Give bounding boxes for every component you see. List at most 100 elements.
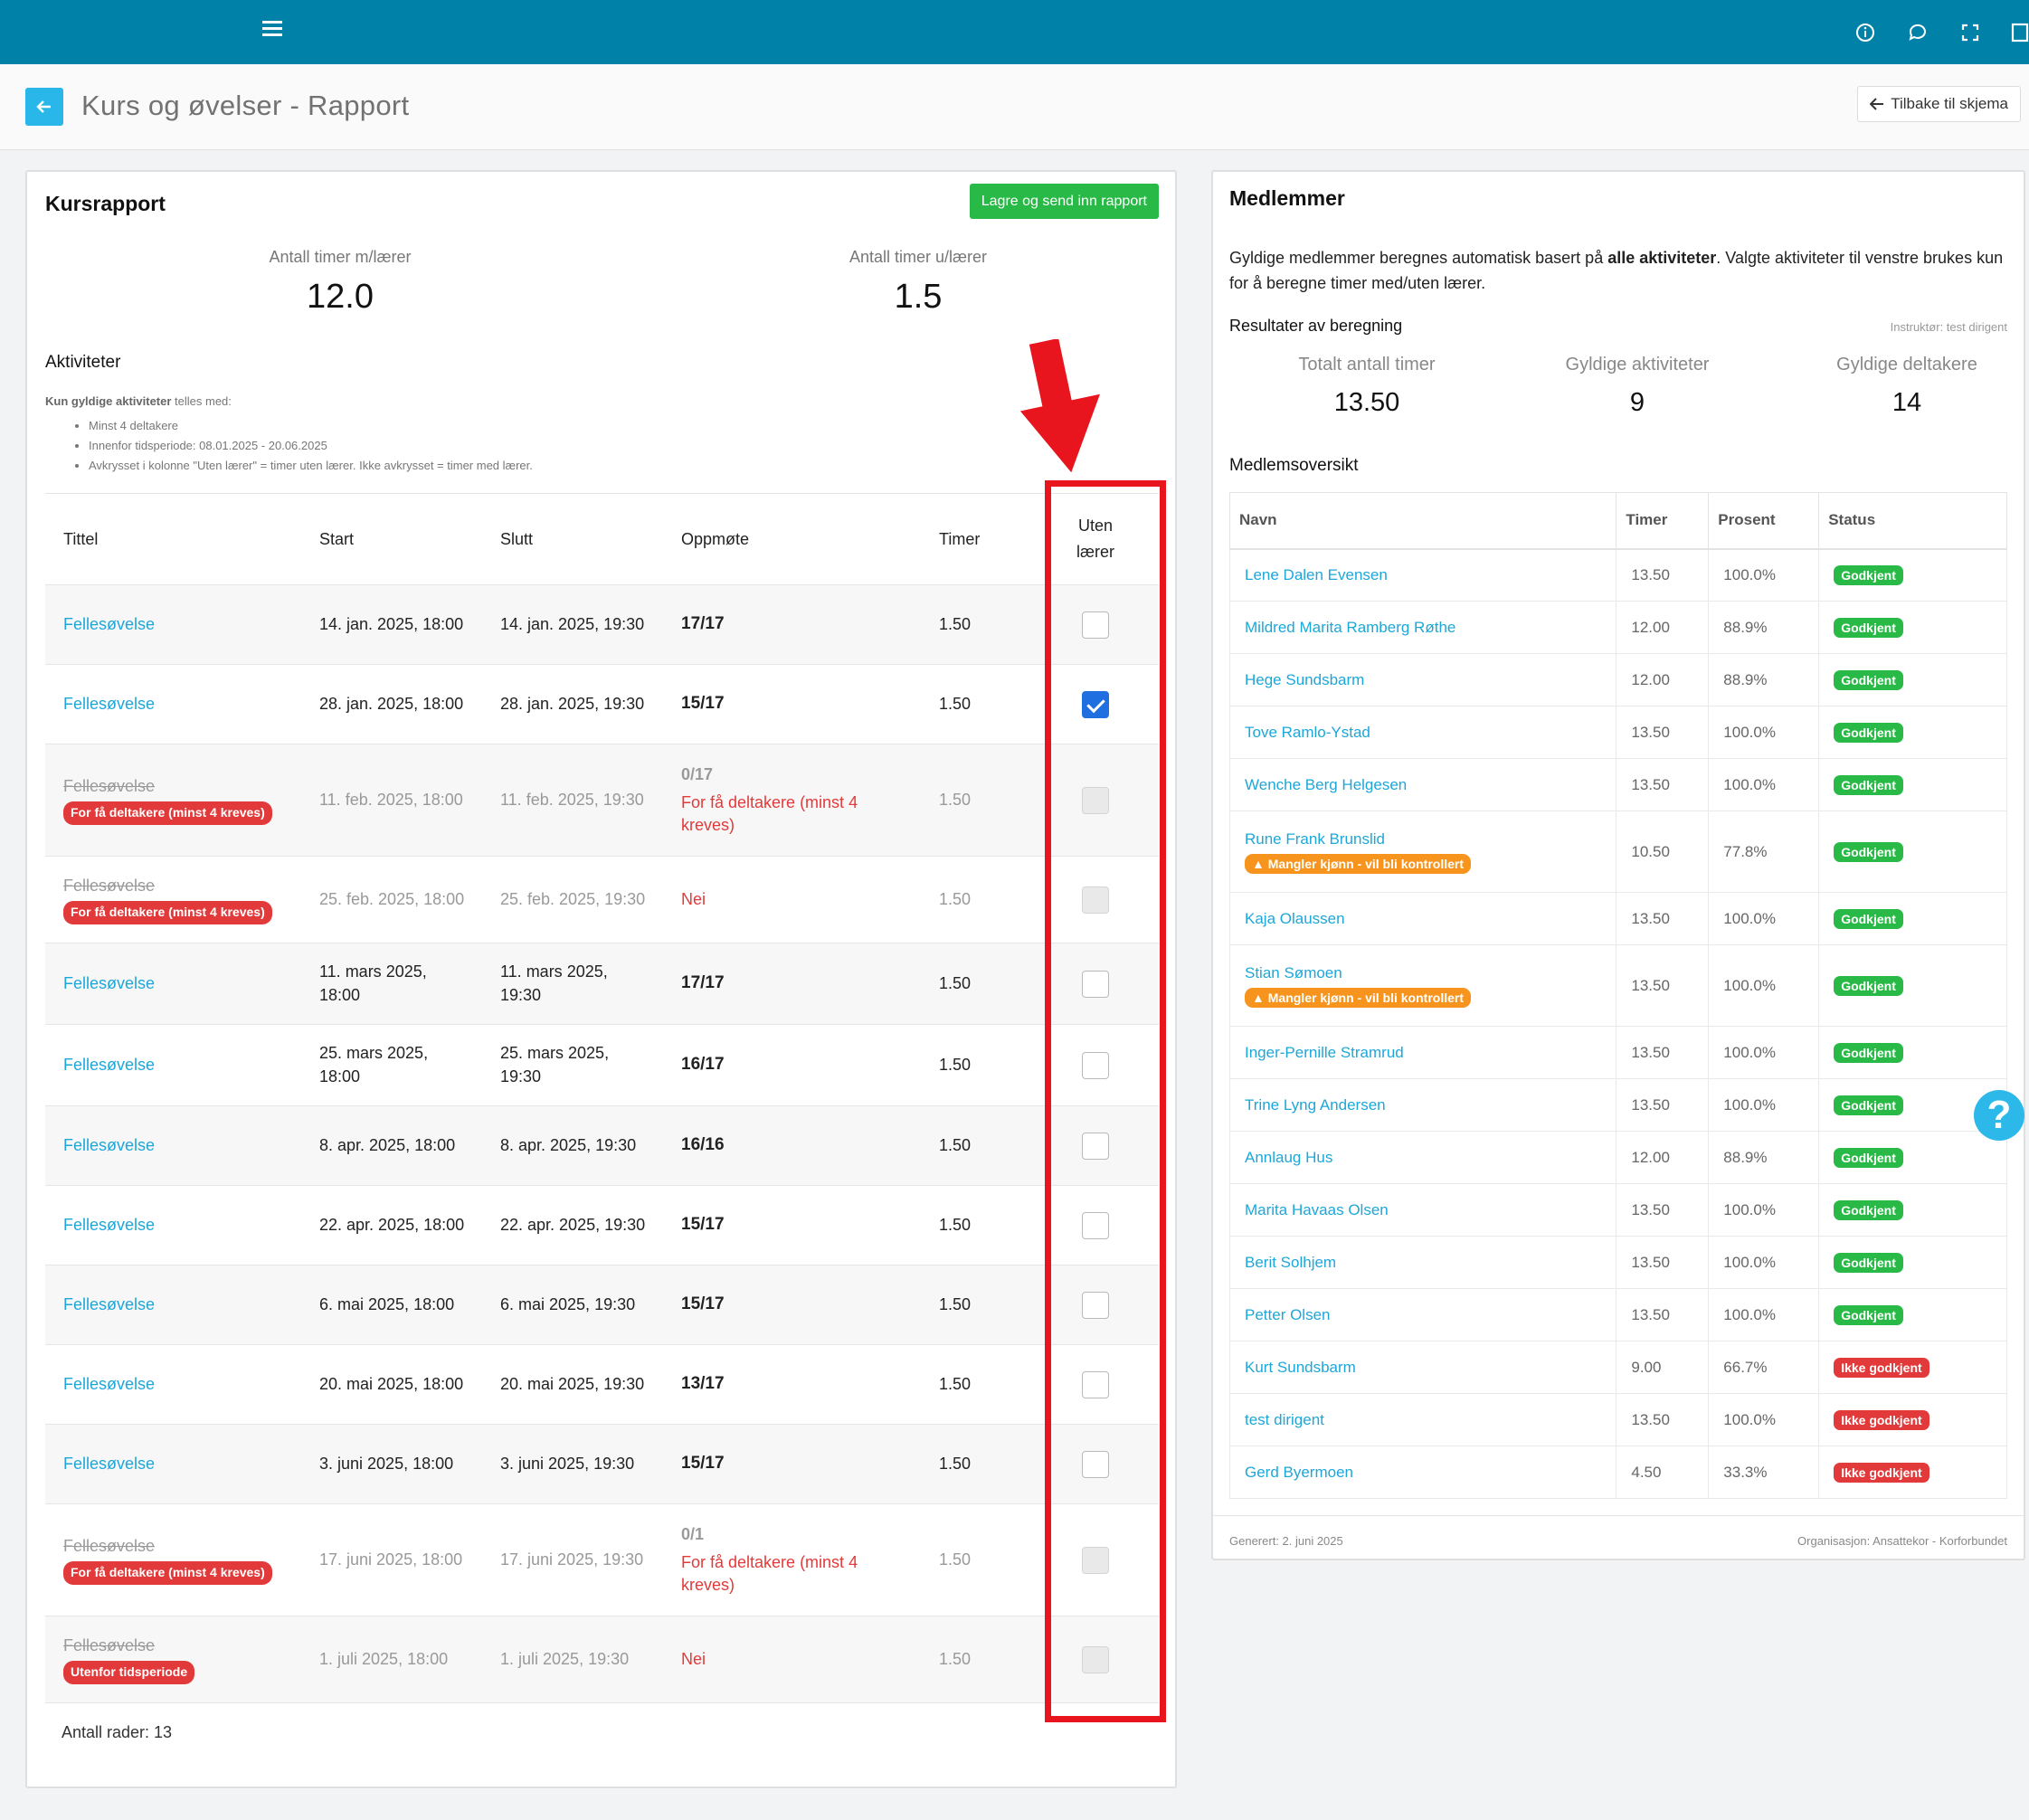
- panel-icon[interactable]: [2010, 22, 2029, 43]
- attendance-value: 15/17: [681, 694, 725, 714]
- no-teacher-checkbox[interactable]: [1082, 970, 1109, 998]
- col-title[interactable]: Tittel: [45, 493, 301, 585]
- start-date: 25. mars 2025, 18:00: [319, 1044, 429, 1085]
- no-teacher-cell: [1032, 856, 1159, 943]
- member-name-cell[interactable]: Lene Dalen Evensen: [1228, 548, 1617, 602]
- col-hours[interactable]: Timer: [1616, 492, 1710, 550]
- member-percent: 33.3%: [1708, 1446, 1820, 1499]
- activity-title-cell[interactable]: Fellesøvelse: [45, 1105, 301, 1186]
- member-name-cell[interactable]: Marita Havaas Olsen: [1228, 1183, 1617, 1237]
- activity-row: Fellesøvelse 6. mai 2025, 18:00 6. mai 202…: [45, 1265, 1159, 1345]
- back-button[interactable]: [25, 88, 63, 126]
- activity-row: Fellesøvelse 25. mars 2025, 18:00 25. mars…: [45, 1024, 1159, 1106]
- col-status[interactable]: Status: [1818, 492, 2007, 550]
- stat-label: Totalt antall timer: [1298, 355, 1436, 374]
- member-hours: 13.50: [1616, 1288, 1710, 1341]
- chat-icon[interactable]: [1907, 22, 1929, 43]
- status-badge: Godkjent: [1834, 975, 1903, 996]
- member-percent: 100.0%: [1708, 1393, 1820, 1446]
- member-row: test dirigent 13.50 100.0% Ikke godkjent: [1228, 1393, 2007, 1446]
- attendance-value: 0/1: [681, 1524, 705, 1543]
- start-date: 20. mai 2025, 18:00: [319, 1374, 464, 1393]
- back-to-form-label: Tilbake til skjema: [1891, 95, 2008, 112]
- activity-row: Fellesøvelse 20. mai 2025, 18:00 20. mai 2…: [45, 1344, 1159, 1425]
- member-name-cell[interactable]: Hege Sundsbarm: [1228, 653, 1617, 706]
- activity-title-cell[interactable]: Fellesøvelse: [45, 1344, 301, 1425]
- no-teacher-checkbox[interactable]: [1082, 690, 1109, 718]
- no-teacher-cell: [1032, 1424, 1159, 1504]
- member-name-cell[interactable]: Petter Olsen: [1228, 1288, 1617, 1341]
- activity-title: Fellesøvelse: [63, 1135, 156, 1154]
- hours-cell: 1.50: [921, 1024, 1032, 1106]
- member-name-cell[interactable]: Trine Lyng Andersen: [1228, 1078, 1617, 1132]
- no-teacher-checkbox[interactable]: [1082, 611, 1109, 639]
- member-name-cell[interactable]: Rune Frank Brunslid ▲ Mangler kjønn - vil…: [1228, 810, 1617, 893]
- member-name-cell[interactable]: Mildred Marita Ramberg Røthe: [1228, 601, 1617, 654]
- no-teacher-checkbox[interactable]: [1082, 1132, 1109, 1160]
- help-icon[interactable]: ?: [1974, 1090, 2024, 1141]
- warning-icon: ▲: [1252, 990, 1268, 1005]
- col-name[interactable]: Navn: [1228, 492, 1617, 550]
- no-teacher-checkbox[interactable]: [1082, 1291, 1109, 1319]
- start-cell: 17. juni 2025, 18:00: [301, 1503, 482, 1616]
- attendance-cell: 0/17 For få deltakere (minst 4 kreves): [663, 744, 921, 857]
- hours-cell: 1.50: [921, 943, 1032, 1025]
- start-cell: 25. feb. 2025, 18:00: [301, 856, 482, 943]
- end-cell: 11. mars 2025, 19:30: [482, 943, 663, 1025]
- member-row: Gerd Byermoen 4.50 33.3% Ikke godkjent: [1228, 1446, 2007, 1499]
- menu-icon[interactable]: [262, 18, 282, 36]
- member-name-cell[interactable]: Inger-Pernille Stramrud: [1228, 1026, 1617, 1079]
- member-name-cell[interactable]: Gerd Byermoen: [1228, 1446, 1617, 1499]
- member-row: Rune Frank Brunslid ▲ Mangler kjønn - vil…: [1228, 810, 2007, 893]
- member-name-cell[interactable]: Stian Sømoen ▲ Mangler kjønn - vil bli ko…: [1228, 944, 1617, 1027]
- page-header: Kurs og øvelser - Rapport Tilbake til sk…: [0, 64, 2029, 150]
- member-hours: 13.50: [1616, 1026, 1710, 1079]
- no-teacher-checkbox[interactable]: [1082, 1450, 1109, 1478]
- member-name-cell[interactable]: Annlaug Hus: [1228, 1131, 1617, 1184]
- member-hours: 13.50: [1616, 1236, 1710, 1289]
- member-name-cell[interactable]: Kaja Olaussen: [1228, 892, 1617, 945]
- activity-title-cell[interactable]: Fellesøvelse: [45, 1265, 301, 1345]
- col-hours[interactable]: Timer: [921, 493, 1032, 585]
- col-no-teacher[interactable]: Uten lærer: [1032, 493, 1159, 585]
- member-status-cell: Godkjent: [1818, 1236, 2007, 1289]
- no-teacher-checkbox[interactable]: [1082, 1211, 1109, 1239]
- instructor-label: Instruktør: test dirigent: [1890, 320, 2007, 334]
- activity-title-cell[interactable]: Fellesøvelse: [45, 1185, 301, 1265]
- col-end[interactable]: Slutt: [482, 493, 663, 585]
- activity-title-cell[interactable]: Fellesøvelse: [45, 584, 301, 665]
- member-row: Marita Havaas Olsen 13.50 100.0% Godkjent: [1228, 1183, 2007, 1237]
- no-teacher-checkbox[interactable]: [1082, 1370, 1109, 1398]
- fullscreen-icon[interactable]: [1959, 22, 1981, 43]
- start-cell: 20. mai 2025, 18:00: [301, 1344, 482, 1425]
- activity-title: Fellesøvelse: [63, 1454, 156, 1473]
- start-date: 8. apr. 2025, 18:00: [319, 1135, 456, 1154]
- save-and-submit-button[interactable]: Lagre og send inn rapport: [969, 184, 1159, 219]
- no-teacher-cell: [1032, 1616, 1159, 1703]
- activity-title-cell[interactable]: Fellesøvelse: [45, 943, 301, 1025]
- info-icon[interactable]: [1854, 22, 1876, 43]
- activity-title-cell[interactable]: Fellesøvelse: [45, 1024, 301, 1106]
- activity-title-cell[interactable]: Fellesøvelse: [45, 1424, 301, 1504]
- member-name-cell[interactable]: Berit Solhjem: [1228, 1236, 1617, 1289]
- activity-row: Fellesøvelse 8. apr. 2025, 18:00 8. apr. 2…: [45, 1105, 1159, 1186]
- hours-value: 1.50: [939, 1135, 972, 1154]
- member-name-cell[interactable]: Kurt Sundsbarm: [1228, 1341, 1617, 1394]
- back-to-form-button[interactable]: Tilbake til skjema: [1857, 86, 2021, 122]
- attendance-cell: 15/17: [663, 1185, 921, 1265]
- no-teacher-checkbox[interactable]: [1082, 1051, 1109, 1079]
- activity-title: Fellesøvelse: [63, 614, 156, 633]
- invalid-reason-badge: For få deltakere (minst 4 kreves): [63, 1561, 272, 1585]
- end-cell: 8. apr. 2025, 19:30: [482, 1105, 663, 1186]
- col-attendance[interactable]: Oppmøte: [663, 493, 921, 585]
- member-name-cell[interactable]: Tove Ramlo-Ystad: [1228, 706, 1617, 759]
- member-name-cell[interactable]: Wenche Berg Helgesen: [1228, 758, 1617, 811]
- member-name-cell[interactable]: test dirigent: [1228, 1393, 1617, 1446]
- hours-value: 1.50: [939, 694, 972, 713]
- warning-icon: ▲: [1252, 856, 1268, 871]
- member-name: Tove Ramlo-Ystad: [1245, 723, 1370, 741]
- activity-title-cell[interactable]: Fellesøvelse: [45, 664, 301, 744]
- start-cell: 22. apr. 2025, 18:00: [301, 1185, 482, 1265]
- col-percent[interactable]: Prosent: [1708, 492, 1820, 550]
- col-start[interactable]: Start: [301, 493, 482, 585]
